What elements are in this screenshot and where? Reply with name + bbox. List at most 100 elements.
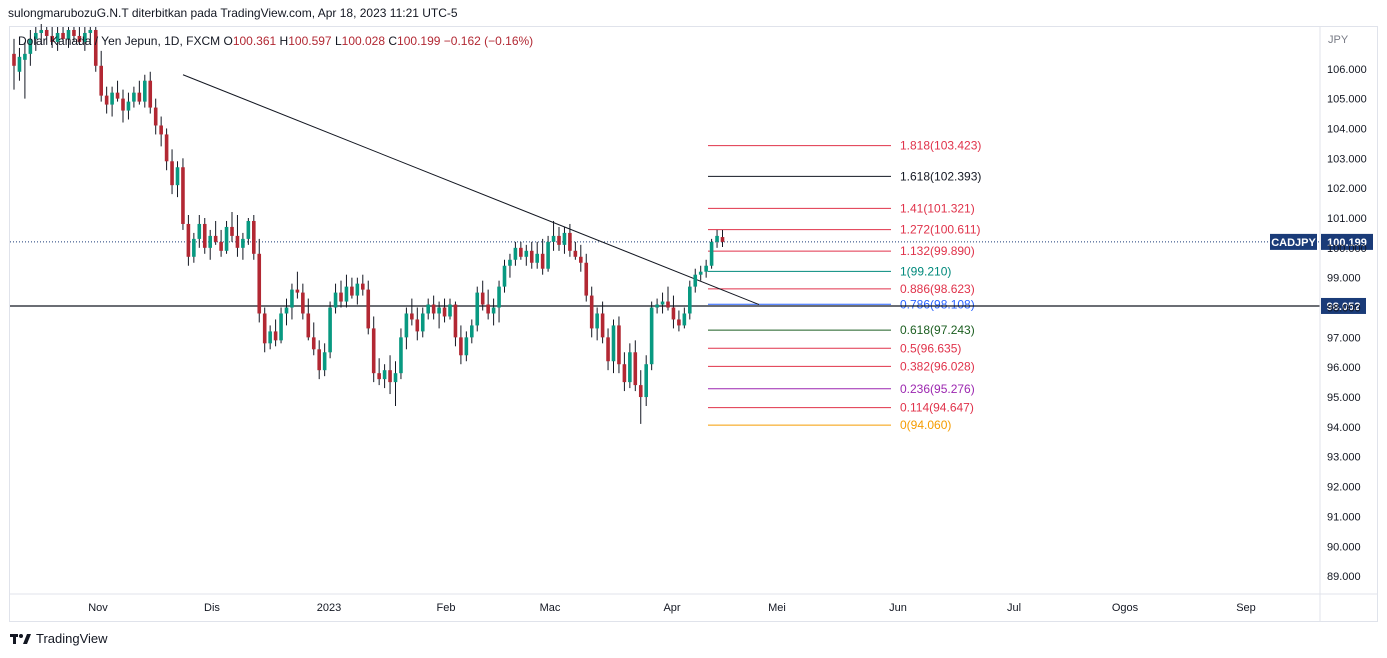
candle[interactable] [61, 27, 65, 42]
candle[interactable] [491, 298, 496, 326]
candle[interactable] [355, 277, 360, 305]
candle[interactable] [213, 220, 218, 245]
candle[interactable] [301, 283, 305, 320]
candle[interactable] [273, 319, 278, 347]
trendline[interactable] [182, 74, 760, 305]
candle[interactable] [688, 280, 692, 320]
candle[interactable] [611, 319, 616, 374]
candle[interactable] [404, 307, 409, 350]
candle[interactable] [666, 286, 670, 311]
candle[interactable] [175, 161, 180, 198]
candle[interactable] [77, 27, 82, 45]
candle[interactable] [557, 226, 561, 251]
candle[interactable] [279, 307, 283, 344]
candle[interactable] [513, 241, 518, 266]
candle[interactable] [164, 128, 169, 171]
candle[interactable] [235, 215, 240, 257]
candle[interactable] [148, 71, 153, 114]
candle[interactable] [551, 220, 556, 251]
candle[interactable] [371, 316, 376, 383]
candle[interactable] [497, 280, 501, 323]
candle[interactable] [219, 229, 223, 257]
candle[interactable] [464, 331, 469, 362]
candle[interactable] [328, 301, 332, 359]
candle[interactable] [224, 220, 229, 254]
candle[interactable] [121, 89, 125, 123]
candle[interactable] [529, 241, 534, 269]
candle[interactable] [377, 358, 381, 386]
candle[interactable] [344, 274, 349, 308]
candle[interactable] [709, 238, 714, 269]
candle[interactable] [415, 307, 420, 341]
candle[interactable] [192, 232, 196, 263]
candle[interactable] [12, 38, 16, 90]
candle[interactable] [339, 280, 343, 308]
candle[interactable] [17, 47, 22, 81]
candle[interactable] [540, 238, 545, 275]
candle[interactable] [34, 27, 38, 51]
candle[interactable] [720, 230, 725, 247]
candle[interactable] [115, 80, 120, 102]
candle[interactable] [230, 212, 234, 242]
candle[interactable] [268, 325, 272, 350]
candle[interactable] [93, 27, 98, 72]
candle[interactable] [322, 343, 327, 377]
candle[interactable] [153, 98, 158, 135]
candle[interactable] [535, 241, 539, 269]
candle[interactable] [88, 27, 93, 45]
candle[interactable] [28, 29, 33, 66]
candle[interactable] [453, 301, 458, 347]
candle[interactable] [333, 283, 338, 314]
candle[interactable] [579, 244, 583, 272]
candle[interactable] [568, 223, 572, 257]
candle[interactable] [241, 232, 245, 260]
candle[interactable] [519, 241, 523, 260]
candle[interactable] [502, 259, 507, 293]
candle[interactable] [562, 226, 567, 254]
candle[interactable] [317, 340, 321, 380]
candle[interactable] [698, 265, 703, 281]
candle[interactable] [448, 298, 452, 320]
candle[interactable] [426, 298, 430, 320]
candle[interactable] [50, 27, 54, 48]
candle[interactable] [99, 50, 103, 102]
candle[interactable] [644, 355, 648, 406]
footer-brand[interactable]: TradingView [10, 631, 108, 646]
candle[interactable] [715, 229, 719, 248]
candle[interactable] [420, 307, 425, 338]
candle[interactable] [638, 370, 643, 424]
candle[interactable] [617, 316, 621, 374]
candle[interactable] [595, 307, 599, 341]
candle[interactable] [600, 301, 605, 344]
candle[interactable] [181, 158, 185, 230]
candle[interactable] [208, 229, 212, 260]
candle[interactable] [589, 286, 594, 338]
candle[interactable] [622, 352, 627, 392]
candle[interactable] [55, 27, 60, 51]
candle[interactable] [486, 289, 490, 320]
candle[interactable] [39, 24, 44, 45]
candle[interactable] [23, 41, 27, 99]
candle[interactable] [660, 292, 665, 314]
candle[interactable] [546, 235, 550, 272]
candle[interactable] [628, 343, 632, 389]
candle[interactable] [437, 301, 441, 329]
candle[interactable] [388, 355, 392, 395]
candle[interactable] [262, 307, 267, 353]
candle[interactable] [202, 217, 207, 254]
candle[interactable] [83, 27, 87, 51]
candle[interactable] [44, 27, 49, 45]
candle[interactable] [704, 259, 708, 278]
candle[interactable] [186, 215, 191, 266]
candle[interactable] [584, 253, 589, 302]
candle[interactable] [442, 298, 447, 323]
candle[interactable] [159, 116, 163, 147]
candle[interactable] [197, 215, 202, 248]
candle[interactable] [257, 238, 262, 323]
candle[interactable] [295, 271, 300, 299]
candle[interactable] [311, 322, 316, 356]
candle[interactable] [524, 244, 529, 266]
candle[interactable] [104, 86, 109, 114]
candle[interactable] [66, 27, 71, 48]
